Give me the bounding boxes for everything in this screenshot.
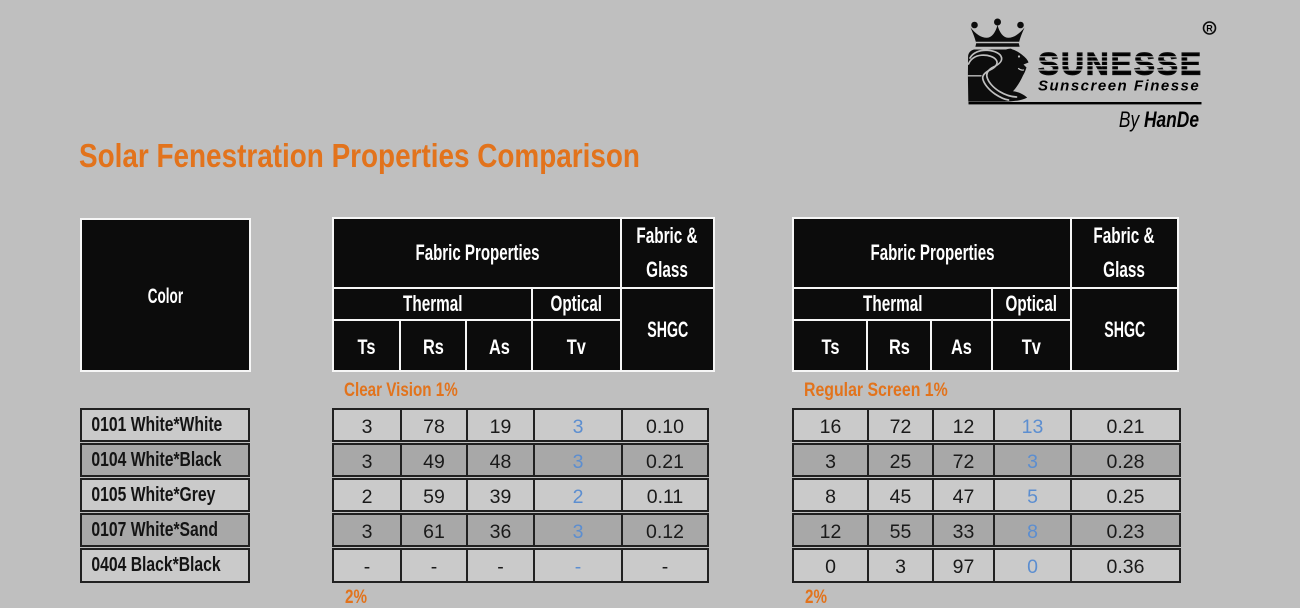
svg-text:Sunscreen Finesse: Sunscreen Finesse [1038,78,1200,95]
svg-text:SUNESSE: SUNESSE [1038,45,1201,81]
svg-text:By HanDe: By HanDe [1119,108,1199,132]
svg-text:R: R [1206,24,1213,34]
